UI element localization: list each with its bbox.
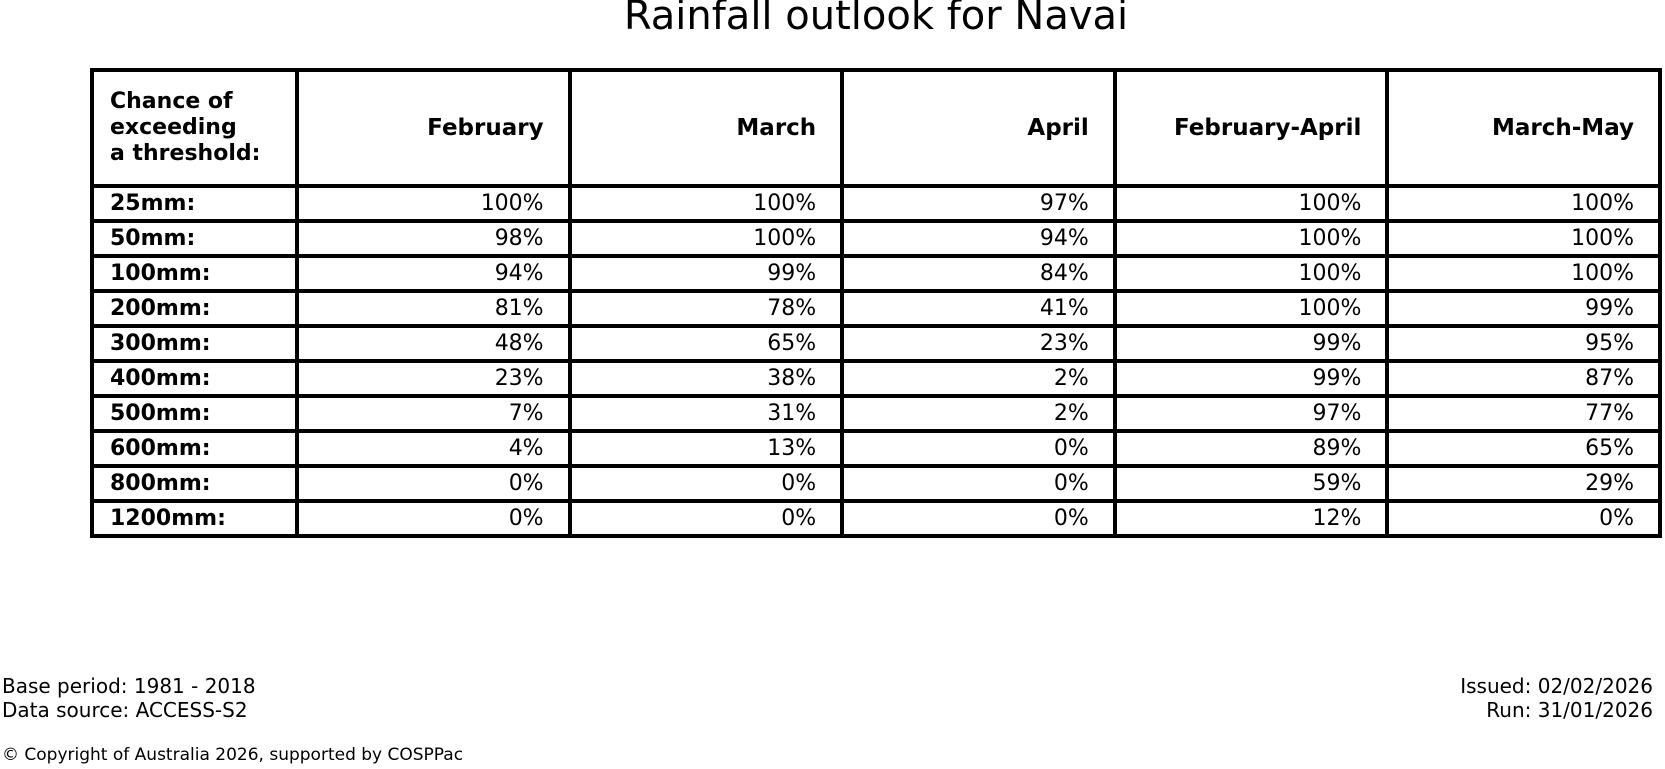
value-cell: 23%	[840, 324, 1117, 363]
value-cell: 2%	[840, 359, 1117, 398]
table-row: 600mm: 4% 13% 0% 89% 65%	[90, 429, 1662, 468]
rainfall-outlook-table: Chance of exceeding a threshold: Februar…	[90, 68, 1662, 538]
value-cell: 0%	[567, 464, 845, 503]
table-row: 100mm: 94% 99% 84% 100% 100%	[90, 254, 1662, 293]
footer-right: Issued: 02/02/2026 Run: 31/01/2026	[1460, 674, 1653, 722]
value-cell: 100%	[1112, 219, 1390, 258]
value-cell: 12%	[1112, 499, 1390, 538]
value-cell: 100%	[1112, 289, 1390, 328]
value-cell: 100%	[1385, 219, 1662, 258]
value-cell: 98%	[295, 219, 572, 258]
value-cell: 48%	[295, 324, 572, 363]
value-cell: 7%	[295, 394, 572, 433]
page-title: Rainfall outlook for Navai	[623, 0, 1129, 39]
row-label: 300mm:	[90, 324, 299, 363]
value-cell: 84%	[840, 254, 1117, 293]
value-cell: 0%	[1385, 499, 1662, 538]
value-cell: 97%	[840, 184, 1117, 223]
row-label: 600mm:	[90, 429, 299, 468]
value-cell: 100%	[1112, 184, 1390, 223]
value-cell: 31%	[567, 394, 845, 433]
value-cell: 0%	[840, 429, 1117, 468]
issued-text: Issued: 02/02/2026	[1460, 674, 1653, 698]
table-row: 50mm: 98% 100% 94% 100% 100%	[90, 219, 1662, 258]
value-cell: 0%	[840, 464, 1117, 503]
table-body: 25mm: 100% 100% 97% 100% 100% 50mm: 98% 100% 94% 1…	[90, 184, 1662, 538]
run-text: Run: 31/01/2026	[1486, 698, 1653, 722]
value-cell: 78%	[567, 289, 845, 328]
column-header: February	[295, 68, 572, 188]
column-header: March	[567, 68, 845, 188]
footer-left: Base period: 1981 - 2018 Data source: AC…	[2, 674, 256, 722]
column-header: February-April	[1112, 68, 1390, 188]
value-cell: 41%	[840, 289, 1117, 328]
table-row: 25mm: 100% 100% 97% 100% 100%	[90, 184, 1662, 223]
column-header: March-May	[1385, 68, 1662, 188]
row-label: 25mm:	[90, 184, 299, 223]
value-cell: 13%	[567, 429, 845, 468]
row-label: 500mm:	[90, 394, 299, 433]
table-row: 800mm: 0% 0% 0% 59% 29%	[90, 464, 1662, 503]
value-cell: 100%	[1385, 184, 1662, 223]
value-cell: 99%	[1112, 359, 1390, 398]
row-label: 400mm:	[90, 359, 299, 398]
row-label: 1200mm:	[90, 499, 299, 538]
value-cell: 0%	[840, 499, 1117, 538]
table-row: 400mm: 23% 38% 2% 99% 87%	[90, 359, 1662, 398]
value-cell: 89%	[1112, 429, 1390, 468]
value-cell: 0%	[295, 464, 572, 503]
value-cell: 100%	[567, 184, 845, 223]
column-header: April	[840, 68, 1117, 188]
value-cell: 81%	[295, 289, 572, 328]
header-row: Chance of exceeding a threshold: Februar…	[90, 68, 1662, 188]
value-cell: 4%	[295, 429, 572, 468]
value-cell: 65%	[567, 324, 845, 363]
value-cell: 87%	[1385, 359, 1662, 398]
value-cell: 23%	[295, 359, 572, 398]
value-cell: 59%	[1112, 464, 1390, 503]
value-cell: 0%	[567, 499, 845, 538]
value-cell: 100%	[1112, 254, 1390, 293]
value-cell: 94%	[295, 254, 572, 293]
value-cell: 0%	[295, 499, 572, 538]
value-cell: 95%	[1385, 324, 1662, 363]
data-source-text: Data source: ACCESS-S2	[2, 698, 248, 722]
row-label: 100mm:	[90, 254, 299, 293]
copyright-text: © Copyright of Australia 2026, supported…	[2, 745, 464, 765]
value-cell: 65%	[1385, 429, 1662, 468]
value-cell: 100%	[295, 184, 572, 223]
row-label: 200mm:	[90, 289, 299, 328]
value-cell: 97%	[1112, 394, 1390, 433]
value-cell: 99%	[567, 254, 845, 293]
value-cell: 99%	[1385, 289, 1662, 328]
row-label: 50mm:	[90, 219, 299, 258]
table-row: 500mm: 7% 31% 2% 97% 77%	[90, 394, 1662, 433]
table-row: 1200mm: 0% 0% 0% 12% 0%	[90, 499, 1662, 538]
table-row: 200mm: 81% 78% 41% 100% 99%	[90, 289, 1662, 328]
table-row: 300mm: 48% 65% 23% 99% 95%	[90, 324, 1662, 363]
value-cell: 29%	[1385, 464, 1662, 503]
value-cell: 38%	[567, 359, 845, 398]
value-cell: 99%	[1112, 324, 1390, 363]
value-cell: 2%	[840, 394, 1117, 433]
value-cell: 77%	[1385, 394, 1662, 433]
row-label: 800mm:	[90, 464, 299, 503]
value-cell: 94%	[840, 219, 1117, 258]
value-cell: 100%	[567, 219, 845, 258]
corner-header: Chance of exceeding a threshold:	[90, 68, 299, 188]
base-period-text: Base period: 1981 - 2018	[2, 674, 256, 698]
value-cell: 100%	[1385, 254, 1662, 293]
